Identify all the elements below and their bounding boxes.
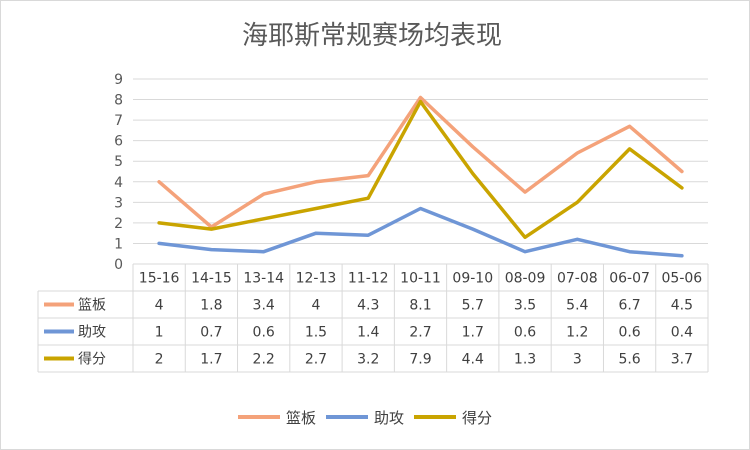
- table-cell-value: 2.7: [409, 325, 431, 341]
- table-series-name: 助攻: [78, 325, 106, 341]
- table-cell-value: 3.7: [671, 352, 693, 368]
- table-cell-value: 1.7: [200, 352, 222, 368]
- table-series-name: 得分: [78, 351, 106, 368]
- x-category-label: 09-10: [452, 271, 493, 287]
- x-category-label: 10-11: [400, 271, 441, 287]
- y-tick-label: 2: [114, 216, 123, 232]
- x-category-label: 06-07: [609, 271, 650, 287]
- series-line: [157, 99, 684, 240]
- table-cell-value: 4.3: [357, 298, 379, 314]
- table-cell-value: 0.6: [253, 325, 275, 341]
- table-cell-value: 4.4: [462, 352, 484, 368]
- table-cell-value: 6.7: [618, 298, 640, 314]
- table-cell-value: 1.2: [566, 325, 588, 341]
- table-cell-value: 2: [155, 352, 164, 368]
- y-tick-label: 7: [114, 113, 123, 129]
- table-cell-value: 4: [311, 298, 320, 314]
- table-cell-value: 1.7: [462, 325, 484, 341]
- table-cell-value: 0.6: [618, 325, 640, 341]
- x-category-label: 12-13: [296, 271, 337, 287]
- x-category-label: 14-15: [191, 271, 232, 287]
- legend-label: 助攻: [374, 409, 404, 427]
- legend-label: 得分: [462, 409, 492, 427]
- y-tick-label: 6: [114, 134, 123, 150]
- y-axis-ticks: 0 1 2 3 4 5 6 7 8 9: [114, 72, 123, 273]
- table-cell-value: 3: [573, 352, 582, 368]
- table-cell-value: 1.5: [305, 325, 327, 341]
- x-category-label: 08-09: [505, 271, 546, 287]
- series-line: [157, 206, 684, 258]
- x-category-label: 07-08: [557, 271, 598, 287]
- y-tick-label: 1: [114, 236, 123, 252]
- table-cell-value: 1.3: [514, 352, 536, 368]
- table-cell-value: 0.7: [200, 325, 222, 341]
- table-cell-value: 3.5: [514, 298, 536, 314]
- y-tick-label: 0: [114, 257, 123, 273]
- table-cell-value: 4.5: [671, 298, 693, 314]
- series-line: [157, 95, 684, 229]
- y-tick-label: 3: [114, 195, 123, 211]
- y-tick-label: 8: [114, 93, 123, 109]
- table-series-name: 篮板: [78, 298, 106, 314]
- table-cell-value: 4: [155, 298, 164, 314]
- table-cell-value: 2.7: [305, 352, 327, 368]
- table-cell-value: 0.4: [671, 325, 693, 341]
- table-cell-value: 3.4: [253, 298, 275, 314]
- table-cell-value: 1.8: [200, 298, 222, 314]
- x-category-label: 15-16: [139, 271, 180, 287]
- data-table: 15-16 14-15 13-14 12-13 11-12 10-11 09-10 08-09…: [37, 263, 709, 373]
- table-cell-value: 1: [155, 325, 164, 341]
- y-tick-label: 4: [114, 175, 123, 191]
- table-cell-value: 3.2: [357, 352, 379, 368]
- x-category-label: 13-14: [243, 271, 284, 287]
- grid-lines: [133, 78, 708, 244]
- legend-label: 篮板: [286, 409, 316, 427]
- x-category-label: 11-12: [348, 271, 389, 287]
- table-cell-value: 2.2: [253, 352, 275, 368]
- series-lines: [157, 95, 684, 258]
- table-cell-value: 5.7: [462, 298, 484, 314]
- table-cell-value: 5.4: [566, 298, 588, 314]
- y-tick-label: 5: [114, 154, 123, 170]
- table-cell-value: 7.9: [409, 352, 431, 368]
- table-cell-value: 0.6: [514, 325, 536, 341]
- x-category-label: 05-06: [662, 271, 703, 287]
- chart-title: 海耶斯常规赛场均表现: [242, 21, 502, 51]
- table-cell-value: 1.4: [357, 325, 379, 341]
- y-tick-label: 9: [114, 72, 123, 88]
- legend: 篮板 助攻 得分: [238, 409, 492, 427]
- table-cell-value: 5.6: [618, 352, 640, 368]
- table-cell-value: 8.1: [409, 298, 431, 314]
